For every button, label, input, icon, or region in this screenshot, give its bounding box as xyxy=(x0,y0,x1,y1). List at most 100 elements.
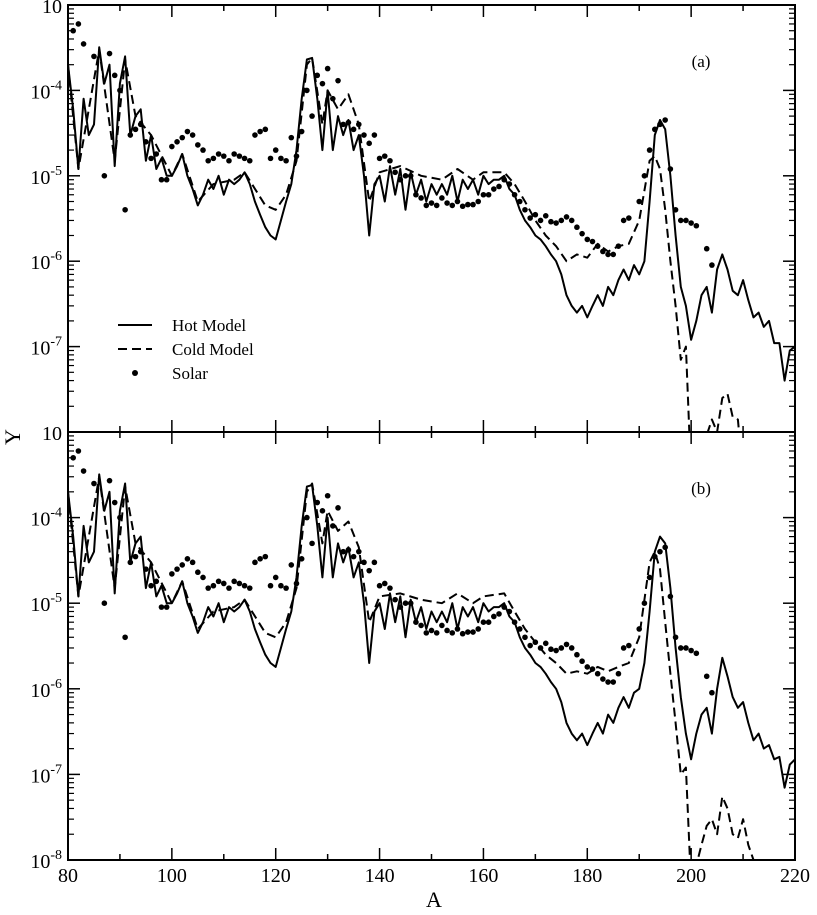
solar-point xyxy=(143,139,149,145)
solar-point xyxy=(548,646,554,653)
solar-point xyxy=(703,245,710,252)
solar-point xyxy=(163,176,170,183)
solar-point xyxy=(407,600,414,606)
solar-point xyxy=(335,77,341,84)
solar-point xyxy=(475,198,482,205)
solar-point xyxy=(688,220,694,226)
solar-point xyxy=(532,639,539,646)
solar-point xyxy=(636,626,643,632)
solar-point xyxy=(91,53,97,60)
solar-point xyxy=(361,132,367,138)
solar-point xyxy=(304,87,310,94)
solar-point xyxy=(236,580,243,587)
solar-point xyxy=(480,619,487,625)
solar-point xyxy=(662,544,668,551)
solar-point xyxy=(646,147,653,153)
solar-point xyxy=(428,627,435,634)
solar-point xyxy=(210,582,217,589)
solar-point xyxy=(709,262,715,268)
solar-point xyxy=(169,143,175,150)
solar-point xyxy=(371,559,378,566)
solar-point xyxy=(366,567,372,574)
solar-point xyxy=(636,198,643,205)
solar-point xyxy=(511,191,518,198)
solar-point xyxy=(314,72,321,79)
solar-point xyxy=(589,666,596,672)
legend-label: Cold Model xyxy=(172,340,254,359)
solar-point xyxy=(506,608,513,615)
solar-point xyxy=(444,627,450,634)
solar-point xyxy=(423,202,430,209)
solar-point xyxy=(677,645,684,651)
solar-point xyxy=(667,593,674,600)
solar-point xyxy=(491,613,497,620)
solar-point xyxy=(127,132,134,138)
x-tick-label: 100 xyxy=(157,865,187,887)
solar-point xyxy=(137,121,144,128)
solar-point xyxy=(106,477,113,484)
solar-point xyxy=(163,604,170,610)
solar-point xyxy=(522,634,528,641)
solar-point xyxy=(584,236,591,243)
solar-point xyxy=(246,157,253,164)
solar-point xyxy=(465,201,471,208)
solar-point xyxy=(267,155,274,162)
solar-point xyxy=(470,629,476,635)
solar-point xyxy=(381,580,388,587)
solar-point xyxy=(345,119,352,126)
solar-point xyxy=(553,220,559,226)
solar-point xyxy=(278,582,284,589)
solar-point xyxy=(605,251,611,258)
solar-point xyxy=(558,645,565,651)
solar-point xyxy=(465,629,471,635)
solar-point xyxy=(257,556,263,562)
solar-point xyxy=(579,658,585,665)
solar-point xyxy=(319,508,326,514)
x-tick-label: 200 xyxy=(676,865,706,887)
y-tick-label: 10-6 xyxy=(30,677,62,702)
solar-point xyxy=(563,214,570,220)
solar-point xyxy=(267,582,274,589)
solar-point xyxy=(330,95,336,102)
solar-point xyxy=(413,191,419,198)
solar-point xyxy=(158,176,165,183)
solar-point xyxy=(356,121,362,128)
solar-point xyxy=(574,224,580,231)
solar-point xyxy=(335,505,341,511)
solar-point xyxy=(683,217,689,224)
solar-point xyxy=(454,198,461,205)
solar-point xyxy=(298,128,305,135)
solar-point xyxy=(506,181,513,187)
solar-point xyxy=(189,132,196,138)
panel-label: (a) xyxy=(692,52,711,71)
solar-point xyxy=(278,155,284,162)
solar-point xyxy=(184,128,191,135)
solar-point xyxy=(584,664,591,670)
solar-point xyxy=(626,642,632,649)
solar-point xyxy=(459,203,466,210)
solar-point xyxy=(558,217,565,224)
solar-point xyxy=(542,640,549,647)
solar-point xyxy=(563,641,570,648)
solar-point xyxy=(272,574,279,581)
solar-point xyxy=(184,556,191,562)
solar-point xyxy=(527,215,533,221)
solar-point xyxy=(574,651,580,658)
solar-point xyxy=(132,553,139,560)
solar-point xyxy=(158,604,165,610)
hot-model-line xyxy=(68,473,795,789)
legend: Hot Model Cold Model Solar xyxy=(118,316,254,383)
solar-point xyxy=(620,217,627,224)
solar-point xyxy=(501,176,508,183)
solar-point xyxy=(657,548,663,555)
solar-point xyxy=(361,559,367,566)
solar-point xyxy=(568,645,575,651)
solar-point xyxy=(288,562,295,568)
x-tick-label: 220 xyxy=(780,865,810,887)
solar-point xyxy=(418,195,424,201)
y-tick-label: 10 xyxy=(42,0,62,18)
solar-point xyxy=(231,578,237,585)
solar-point xyxy=(454,626,461,632)
legend-label: Hot Model xyxy=(172,316,246,335)
